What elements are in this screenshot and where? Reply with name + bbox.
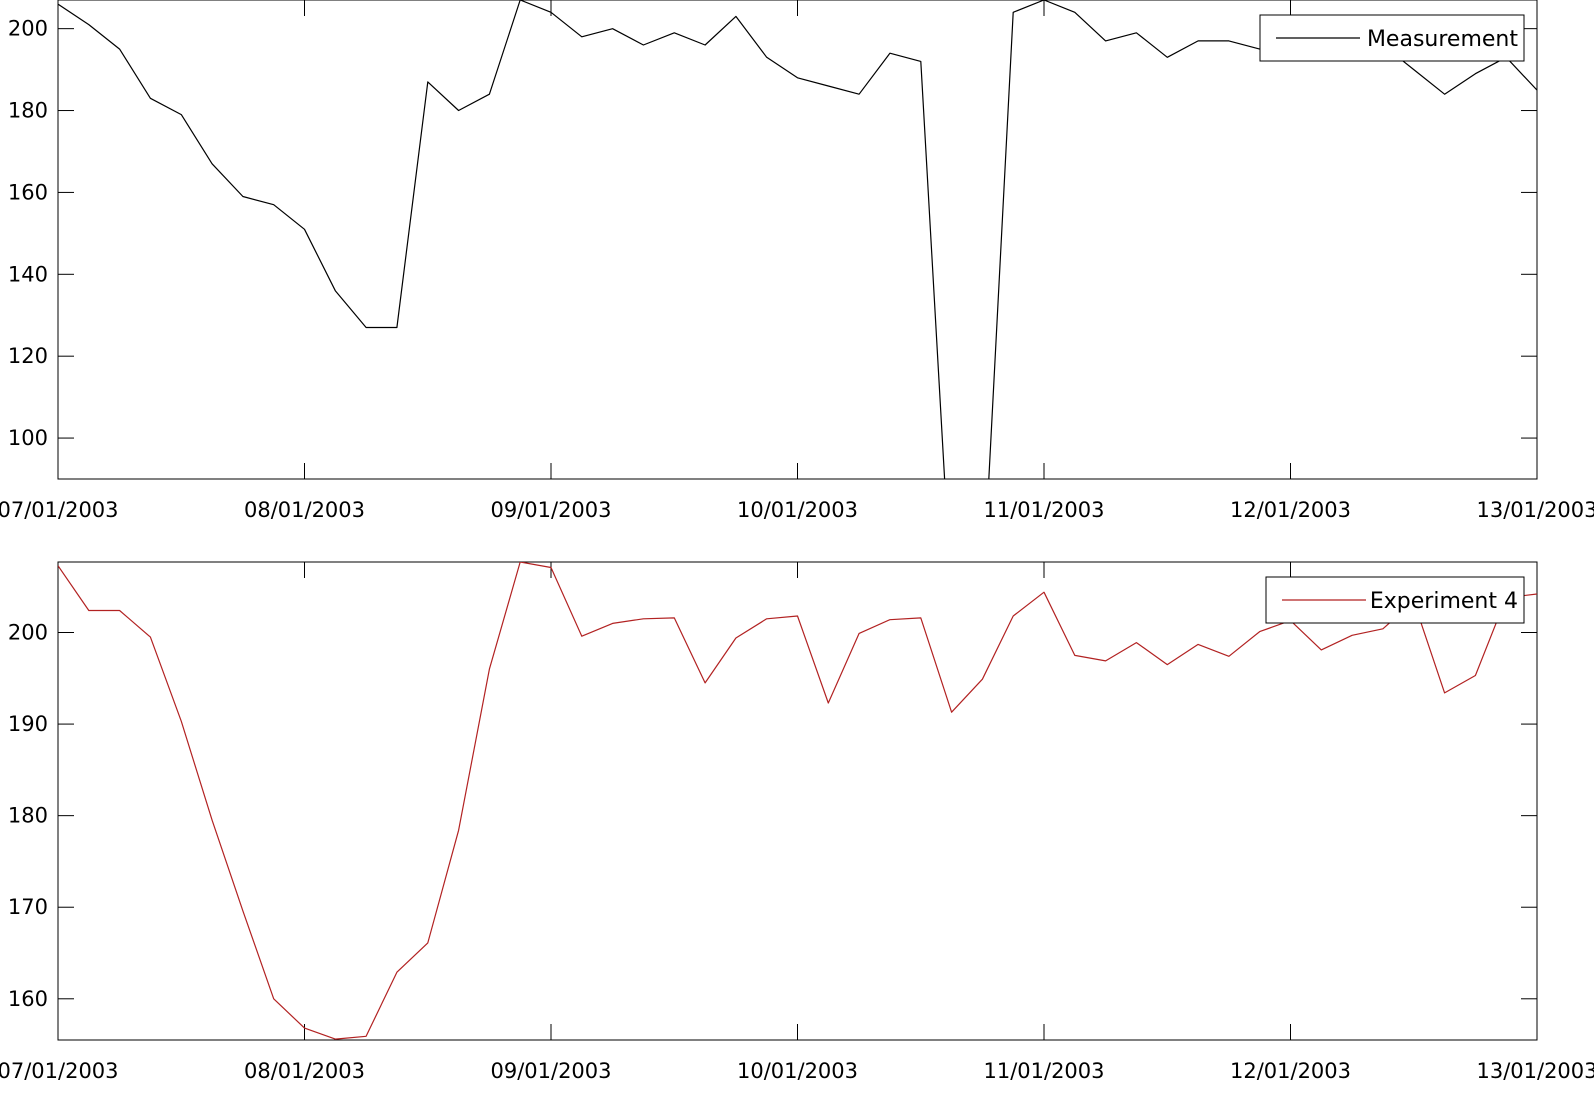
x-tick-label: 10/01/2003 [737, 498, 858, 522]
x-tick-label: 09/01/2003 [490, 498, 611, 522]
y-tick-label: 200 [8, 621, 48, 645]
x-tick-label: 11/01/2003 [983, 498, 1104, 522]
y-tick-label: 120 [8, 344, 48, 368]
x-tick-label: 08/01/2003 [244, 498, 365, 522]
axes-frame [57, 0, 1538, 480]
y-tick-label: 160 [8, 180, 48, 204]
legend-label: Experiment 4 [1370, 589, 1518, 614]
y-tick-label: 180 [8, 804, 48, 828]
x-tick-label: 13/01/2003 [1476, 1059, 1594, 1083]
y-tick-label: 140 [8, 262, 48, 286]
x-tick-label: 11/01/2003 [983, 1059, 1104, 1083]
x-tick-label: 07/01/2003 [0, 498, 119, 522]
measurement-panel: 07/01/2003 08/01/2003 09/01/2003 10/01/2003… [0, 0, 1594, 522]
x-tick-label: 09/01/2003 [490, 1059, 611, 1083]
y-tick-label: 200 [8, 17, 48, 41]
x-tick-label: 12/01/2003 [1230, 498, 1351, 522]
x-tick-label: 07/01/2003 [0, 1059, 119, 1083]
x-tick-label: 12/01/2003 [1230, 1059, 1351, 1083]
x-tick-label: 08/01/2003 [244, 1059, 365, 1083]
y-tick-label: 160 [8, 987, 48, 1011]
y-tick-label: 190 [8, 712, 48, 736]
series-line-experiment-4 [58, 562, 1537, 1040]
axes-frame [57, 561, 1538, 1041]
experiment-4-panel: 07/01/2003 08/01/2003 09/01/2003 10/01/2003… [0, 561, 1594, 1083]
x-tick-label: 10/01/2003 [737, 1059, 858, 1083]
y-tick-label: 100 [8, 426, 48, 450]
x-tick-label: 13/01/2003 [1476, 498, 1594, 522]
y-tick-label: 180 [8, 99, 48, 123]
y-tick-label: 170 [8, 895, 48, 919]
legend-label: Measurement [1367, 27, 1518, 52]
